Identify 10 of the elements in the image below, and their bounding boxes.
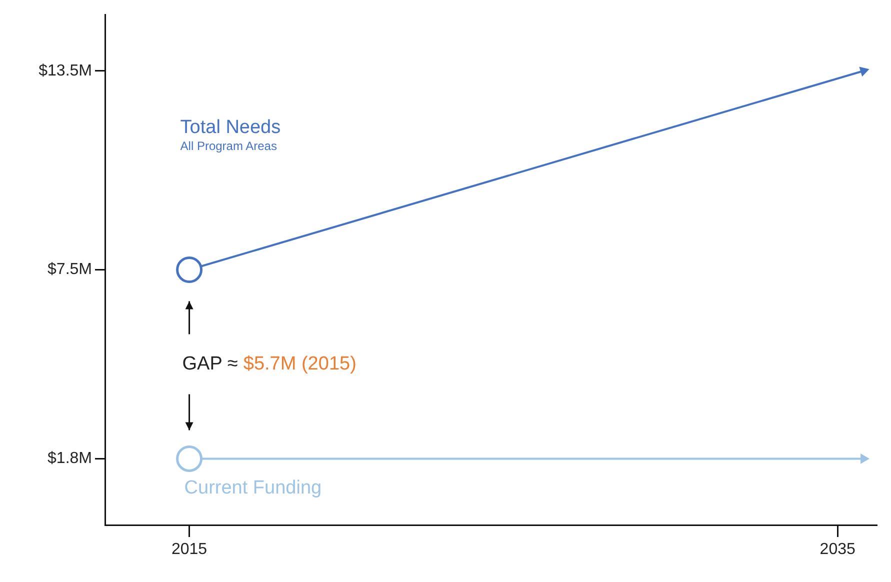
annotation: GAP ≈ [182, 353, 238, 374]
annotation: All Program Areas [180, 139, 277, 154]
y-tick-label: $7.5M [48, 261, 92, 278]
annotation: $5.7M (2015) [243, 353, 356, 374]
x-tick-label: 2015 [171, 541, 208, 558]
text: Total Needs [180, 116, 281, 138]
y-tick-label: $13.5M [38, 62, 92, 80]
x-tick-label: 2035 [820, 541, 856, 558]
series-label: Current Funding [184, 477, 322, 498]
y-tick-label: $1.8M [48, 450, 92, 468]
